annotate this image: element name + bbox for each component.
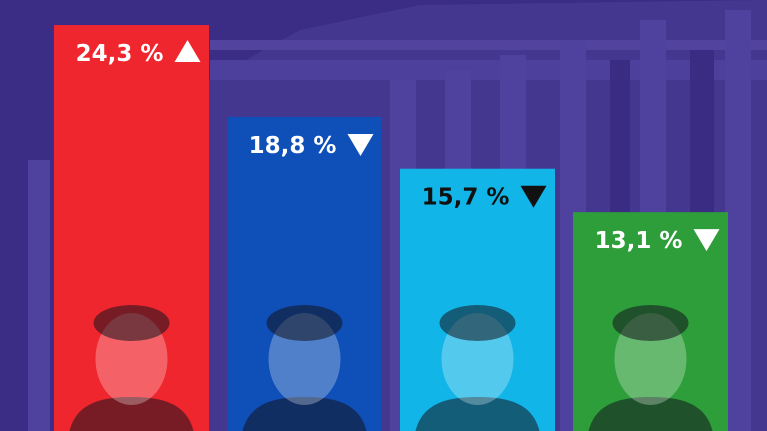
bar — [400, 168, 555, 431]
triangle-up-icon — [174, 40, 201, 63]
bar — [227, 116, 382, 431]
portrait-hair — [612, 305, 689, 341]
bar-group: 15,7 % — [400, 168, 555, 431]
person-portrait-icon — [415, 305, 540, 431]
triangle-down-icon — [347, 133, 374, 156]
value-label: 18,8 % — [249, 133, 337, 159]
person-portrait-icon — [242, 305, 367, 431]
bar-group: 24,3 % — [54, 25, 209, 431]
portrait-shoulders — [242, 397, 367, 431]
triangle-down-icon — [520, 185, 547, 208]
bar-group: 13,1 % — [573, 212, 728, 431]
person-portrait-icon — [69, 305, 194, 431]
portrait-hair — [266, 305, 343, 341]
value-label: 24,3 % — [76, 41, 164, 67]
portrait-shoulders — [415, 397, 540, 431]
portrait-hair — [93, 305, 170, 341]
bar-group: 18,8 % — [227, 116, 382, 431]
portrait-hair — [439, 305, 516, 341]
value-label: 15,7 % — [422, 185, 510, 211]
portrait-shoulders — [588, 397, 713, 431]
bar — [54, 25, 209, 431]
portrait-shoulders — [69, 397, 194, 431]
triangle-down-icon — [693, 229, 720, 252]
value-label: 13,1 % — [595, 228, 683, 254]
person-portrait-icon — [588, 305, 713, 431]
